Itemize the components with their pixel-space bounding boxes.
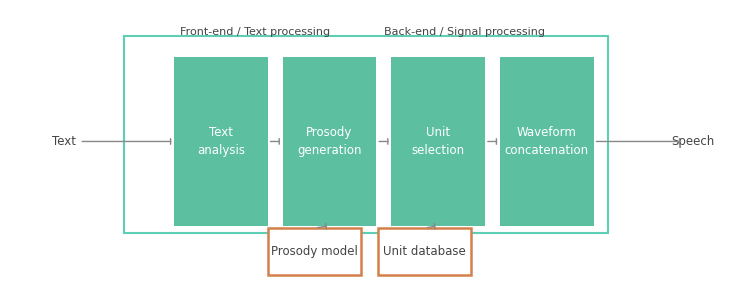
Text: Unit database: Unit database <box>383 245 466 258</box>
Bar <box>268 228 361 275</box>
Bar <box>500 57 593 226</box>
Text: Front-end / Text processing: Front-end / Text processing <box>180 26 330 37</box>
Text: Back-end / Signal processing: Back-end / Signal processing <box>384 26 545 37</box>
Text: Speech: Speech <box>671 135 715 148</box>
Bar <box>174 57 268 226</box>
Text: Prosody
generation: Prosody generation <box>297 126 362 157</box>
Text: Waveform
concatenation: Waveform concatenation <box>505 126 589 157</box>
Bar <box>283 57 376 226</box>
Text: Unit
selection: Unit selection <box>412 126 464 157</box>
Text: Text
analysis: Text analysis <box>197 126 245 157</box>
Bar <box>124 36 608 233</box>
Text: Text: Text <box>52 135 76 148</box>
Text: Prosody model: Prosody model <box>271 245 358 258</box>
Bar <box>391 57 485 226</box>
Bar <box>377 228 472 275</box>
